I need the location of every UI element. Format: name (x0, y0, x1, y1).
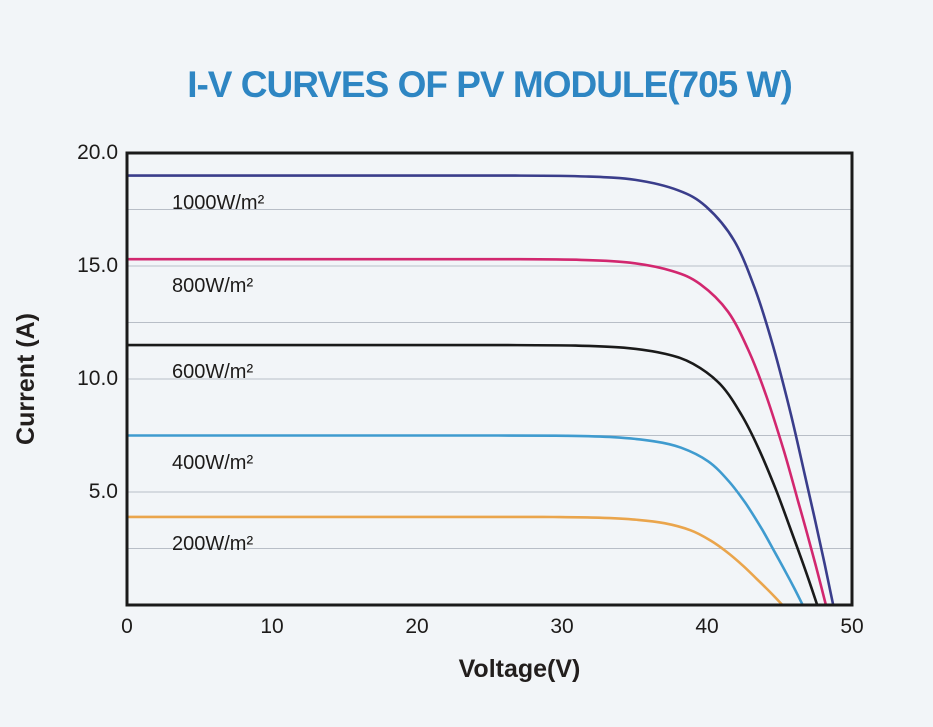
x-tick-label-30: 30 (550, 615, 574, 638)
y-tick-label-15.0: 15.0 (77, 254, 118, 277)
x-tick-label-40: 40 (695, 615, 719, 638)
series-label-600: 600W/m² (172, 361, 254, 384)
y-tick-label-10.0: 10.0 (77, 367, 118, 390)
x-tick-label-20: 20 (405, 615, 429, 638)
curve-800 (125, 257, 828, 607)
series-label-1000: 1000W/m² (172, 191, 265, 214)
y-axis-title: Current (A) (12, 313, 40, 445)
curve-600 (125, 343, 819, 607)
series-label-800: 800W/m² (172, 275, 254, 298)
curve-200 (125, 515, 784, 607)
series-label-400: 400W/m² (172, 451, 254, 474)
curve-1000 (125, 174, 835, 607)
series-label-200: 200W/m² (172, 532, 254, 555)
x-axis-title: Voltage(V) (458, 655, 581, 683)
chart-title: I-V CURVES OF PV MODULE(705 W) (187, 64, 793, 105)
plot-border (125, 151, 854, 607)
x-tick-label-0: 0 (121, 615, 133, 638)
y-tick-label-20.0: 20.0 (77, 141, 118, 164)
x-tick-label-50: 50 (840, 615, 864, 638)
y-tick-label-5.0: 5.0 (88, 480, 118, 503)
x-tick-label-10: 10 (260, 615, 284, 638)
curve-400 (125, 434, 804, 607)
